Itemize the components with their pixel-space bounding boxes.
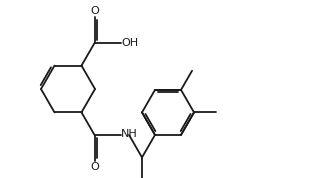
Text: OH: OH — [122, 38, 139, 48]
Text: O: O — [90, 162, 99, 172]
Text: NH: NH — [121, 129, 138, 139]
Text: O: O — [90, 6, 99, 16]
